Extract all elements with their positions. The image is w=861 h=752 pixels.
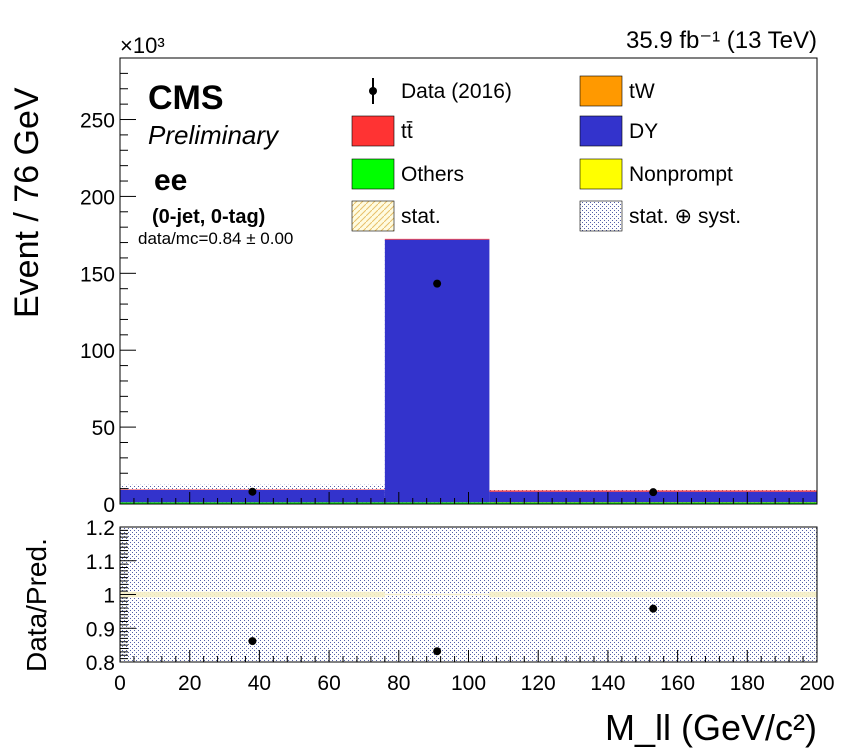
x-tick-label: 140	[590, 672, 625, 695]
legend-entry-dy: DY	[579, 115, 658, 147]
x-axis-label: M_ll (GeV/c²)	[605, 707, 817, 748]
legend-swatch-nonprompt	[579, 158, 623, 190]
category-label: (0-jet, 0-tag)	[152, 206, 265, 228]
x-tick-label: 0	[114, 672, 126, 695]
data-point	[649, 488, 658, 497]
bar-segment	[489, 491, 817, 503]
x-tick-label: 20	[178, 672, 201, 695]
bar-segment	[120, 502, 385, 504]
ratio-y-tick-label: 0.8	[86, 652, 115, 675]
legend-swatch-stat	[351, 200, 395, 232]
legend-label-tw: tW	[629, 80, 655, 103]
data-mc-label: data/mc=0.84 ± 0.00	[138, 229, 293, 248]
ratio-y-tick-label: 1	[103, 585, 115, 608]
legend-entry-nonprompt: Nonprompt	[579, 158, 733, 190]
y-multiplier: ×10³	[120, 33, 165, 58]
ratio-points	[248, 604, 658, 656]
legend-entry-data: Data (2016)	[369, 78, 512, 104]
x-tick-label: 100	[451, 672, 486, 695]
bar-segment	[384, 238, 490, 240]
legend-label-others: Others	[401, 163, 464, 186]
ratio-stat-band	[120, 591, 385, 598]
status-label: Preliminary	[148, 120, 280, 150]
legend-entry-syst: stat. ⊕ syst.	[579, 200, 741, 232]
ratio-stat-band	[489, 591, 817, 598]
ratio-y-axis-label: Data/Pred.	[21, 538, 52, 672]
lumi-label: 35.9 fb⁻¹ (13 TeV)	[626, 27, 817, 54]
x-tick-label: 40	[248, 672, 271, 695]
ratio-y-tick-label: 1.2	[86, 517, 115, 540]
legend-label-nonprompt: Nonprompt	[629, 163, 733, 186]
stacked-bars	[120, 238, 817, 504]
ratio-bands	[120, 527, 817, 662]
bar-segment	[384, 239, 490, 503]
legend-entry-others: Others	[351, 158, 464, 190]
ratio-y-tick-label: 1.1	[86, 551, 115, 574]
x-tick-label: 120	[521, 672, 556, 695]
main-y-tick-label: 0	[103, 494, 115, 517]
legend-swatch-ttbar	[351, 115, 395, 147]
ratio-point	[433, 647, 442, 656]
main-y-tick-label: 150	[80, 263, 115, 286]
legend-label-syst: stat. ⊕ syst.	[629, 205, 741, 228]
legend-label-data: Data (2016)	[401, 80, 512, 103]
legend-swatch-dy	[579, 115, 623, 147]
main-axes: 0 50 100 150 200 250	[80, 57, 818, 517]
bar-segment	[384, 502, 490, 504]
x-tick-label: 60	[317, 672, 340, 695]
data-point	[248, 487, 257, 496]
x-tick-label: 80	[387, 672, 410, 695]
main-y-tick-label: 50	[92, 417, 115, 440]
bar-segment	[489, 502, 817, 504]
legend-swatch-others	[351, 158, 395, 190]
legend: Data (2016) tW tt̄ DY Others Nonprompt s…	[351, 75, 741, 232]
legend-entry-stat: stat.	[351, 200, 441, 232]
bar-segment	[120, 489, 385, 503]
legend-entry-tw: tW	[579, 75, 655, 107]
legend-label-ttbar: tt̄	[401, 120, 413, 143]
data-points	[248, 279, 658, 497]
legend-label-dy: DY	[629, 120, 658, 143]
ratio-point	[248, 637, 257, 646]
legend-label-stat: stat.	[401, 205, 441, 228]
legend-swatch-syst	[579, 200, 623, 232]
ratio-y-tick-label: 0.9	[86, 618, 115, 641]
legend-entry-ttbar: tt̄	[351, 115, 413, 147]
main-y-tick-label: 100	[80, 340, 115, 363]
main-y-tick-label: 200	[80, 186, 115, 209]
x-tick-label: 160	[660, 672, 695, 695]
legend-swatch-tw	[579, 75, 623, 107]
legend-data-marker	[369, 87, 377, 95]
x-tick-label: 180	[730, 672, 765, 695]
x-tick-label: 200	[799, 672, 834, 695]
experiment-label: CMS	[148, 79, 224, 117]
main-y-axis-label: Event / 76 GeV	[8, 87, 46, 318]
data-point	[433, 279, 442, 288]
ratio-stat-band	[384, 593, 490, 596]
channel-label: ee	[154, 164, 187, 197]
ratio-axes: 0.8 0.9 1 1.1 1.2 0 20 40 60 80 100 120 140 160 180 200	[86, 517, 835, 695]
ratio-point	[649, 604, 658, 613]
main-y-tick-label: 250	[80, 110, 115, 133]
